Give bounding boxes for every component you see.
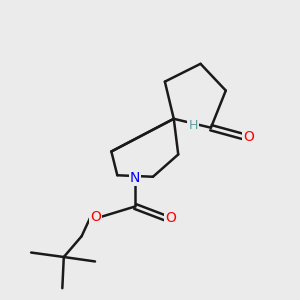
Text: H: H <box>188 119 198 132</box>
Text: O: O <box>244 130 254 144</box>
Text: O: O <box>165 211 176 225</box>
Text: O: O <box>90 210 101 224</box>
Text: N: N <box>130 171 140 185</box>
